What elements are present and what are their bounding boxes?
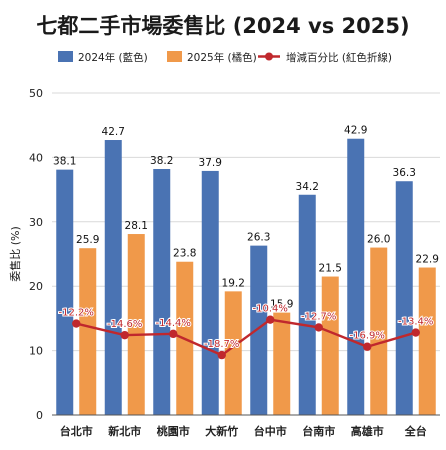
bar-2024-label: 38.1 [53, 156, 76, 168]
bar-2024 [250, 245, 268, 415]
change-label: -13.4% [398, 317, 433, 328]
bar-2025-label: 23.8 [173, 248, 196, 260]
bar-2024-label: 26.3 [247, 232, 270, 244]
change-point [72, 319, 81, 328]
change-label: -14.6% [107, 319, 142, 330]
category-label: 新北市 [108, 424, 141, 438]
legend: 2024年 (藍色) 2025年 (橘色) 增減百分比 (紅色折線) [58, 51, 392, 64]
bar-2025 [273, 312, 291, 415]
legend-label: 2024年 (藍色) [78, 51, 148, 64]
change-point [411, 328, 420, 337]
category-label: 台北市 [60, 424, 93, 438]
change-point [169, 329, 178, 339]
bar-2025 [370, 247, 388, 415]
change-point [266, 315, 275, 324]
bar-2024-label: 34.2 [296, 181, 319, 193]
bar-2024-label: 36.3 [393, 167, 416, 179]
change-line [75, 318, 417, 357]
bar-2024 [153, 168, 171, 415]
category-label: 桃園市 [157, 424, 190, 438]
bar-2025-label: 19.2 [222, 277, 245, 289]
category-label: 全台 [404, 424, 427, 438]
bar-2025 [418, 267, 436, 415]
bar-2025-label: 15.9 [270, 299, 293, 311]
bar-2024-label: 42.9 [344, 125, 367, 137]
bars: 38.1 25.9 42.7 28.1 38.2 23.8 37.9 19.2 26.3 15.9… [53, 125, 439, 415]
chart-title: 七都二手市場委售比 (2024 vs 2025) [36, 14, 409, 38]
change-label: -16.9% [350, 331, 385, 342]
y-tick-label: 40 [29, 151, 43, 164]
y-axis: 0 10 20 30 40 50 [29, 87, 43, 422]
change-label: -12.2% [59, 308, 94, 319]
y-tick-label: 30 [29, 216, 43, 229]
bar-2025-label: 25.9 [76, 234, 99, 246]
bar-2025 [321, 276, 339, 415]
bar-2024 [298, 194, 316, 415]
bar-2025-label: 26.0 [367, 234, 390, 246]
bar-2025 [79, 248, 97, 415]
bar-2025 [224, 291, 242, 415]
legend-line-marker [265, 52, 273, 61]
category-label: 高雄市 [351, 424, 384, 438]
change-label: -18.7% [204, 339, 239, 350]
legend-label: 2025年 (橘色) [187, 51, 257, 64]
change-point [217, 350, 226, 360]
bar-2024-label: 37.9 [199, 157, 222, 169]
bar-2025-label: 28.1 [125, 220, 148, 232]
change-label: -14.4% [156, 318, 191, 329]
y-axis-label: 委售比 (%) [8, 226, 22, 282]
legend-swatch [167, 51, 182, 62]
x-axis: 台北市 新北市 桃園市 大新竹 台中市 台南市 高雄市 全台 [52, 414, 440, 438]
bar-2024-label: 42.7 [102, 126, 125, 138]
y-tick-label: 10 [29, 345, 43, 358]
bar-2024 [395, 181, 413, 415]
bar-2024 [347, 138, 365, 415]
line-series: -12.2% -14.6% -14.4% -18.7% -10.4% -12.7% -16.… [58, 303, 434, 360]
category-label: 台中市 [254, 424, 287, 438]
change-point [314, 323, 323, 332]
y-tick-label: 50 [29, 87, 43, 100]
y-tick-label: 0 [36, 409, 43, 422]
bar-2025-label: 21.5 [319, 263, 342, 275]
category-label: 大新竹 [205, 424, 238, 438]
bar-2025 [127, 234, 145, 415]
bar-2024 [56, 169, 74, 415]
bar-2025-label: 22.9 [416, 254, 439, 266]
legend-swatch [58, 51, 73, 62]
change-label: -12.7% [301, 311, 336, 322]
change-label: -10.4% [253, 304, 288, 315]
change-point [120, 330, 129, 340]
y-tick-label: 20 [29, 280, 43, 293]
legend-label: 增減百分比 (紅色折線) [286, 51, 392, 64]
change-point [363, 342, 372, 351]
bar-2024-label: 38.2 [150, 155, 173, 167]
category-label: 台南市 [302, 424, 335, 438]
bar-2024 [201, 170, 219, 415]
bar-2024 [104, 140, 122, 415]
